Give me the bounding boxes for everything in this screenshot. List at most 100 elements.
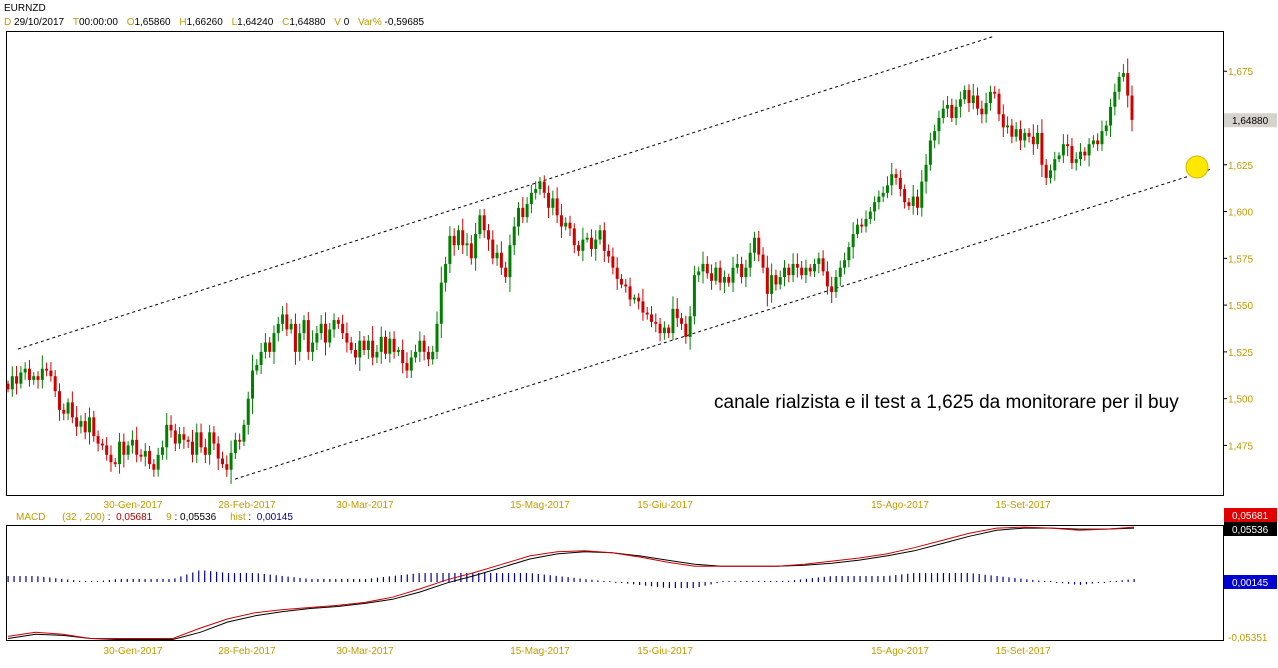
candle bbox=[379, 326, 383, 364]
candle bbox=[439, 266, 443, 339]
candle-body bbox=[954, 106, 958, 118]
candle bbox=[851, 222, 855, 259]
histogram-bar bbox=[1056, 582, 1058, 583]
histogram-bar bbox=[305, 578, 307, 582]
candle-body bbox=[435, 323, 439, 352]
candle-body bbox=[675, 308, 679, 319]
candle bbox=[675, 298, 679, 327]
candle bbox=[1040, 119, 1044, 177]
histogram-bar bbox=[621, 582, 623, 584]
histogram-bar bbox=[144, 579, 146, 582]
candle-body bbox=[259, 351, 263, 365]
candle bbox=[813, 258, 817, 277]
candle-body bbox=[1100, 131, 1104, 145]
candle bbox=[289, 319, 293, 334]
candle-body bbox=[49, 370, 53, 377]
candle-body bbox=[967, 89, 971, 104]
candle-body bbox=[877, 196, 881, 203]
candle bbox=[66, 398, 70, 421]
histogram-bar bbox=[364, 578, 367, 582]
candle-body bbox=[787, 267, 791, 276]
candle bbox=[135, 426, 139, 463]
candle bbox=[632, 294, 636, 304]
candle bbox=[349, 336, 353, 354]
candle-body bbox=[358, 340, 362, 358]
candle bbox=[551, 190, 555, 216]
histogram-bar bbox=[400, 575, 402, 582]
candle-body bbox=[323, 323, 327, 343]
candle bbox=[1023, 128, 1027, 148]
macd-value-box bbox=[1224, 508, 1277, 522]
candle bbox=[619, 274, 623, 289]
candle bbox=[967, 84, 971, 113]
y-tick-label: 1,625 bbox=[1228, 161, 1253, 172]
candle-body bbox=[924, 164, 928, 182]
candle-body bbox=[36, 376, 40, 380]
candle-body bbox=[710, 273, 714, 281]
candle bbox=[23, 362, 27, 380]
candle-body bbox=[126, 445, 130, 455]
candle bbox=[838, 260, 842, 286]
histogram-bar bbox=[698, 582, 700, 588]
candle-body bbox=[160, 447, 164, 455]
histogram-bar bbox=[55, 578, 57, 582]
histogram-bar bbox=[513, 573, 516, 582]
histogram-bar bbox=[317, 579, 319, 582]
candle-body bbox=[933, 131, 937, 141]
candle-body bbox=[1096, 140, 1100, 145]
candle-body bbox=[504, 267, 508, 278]
candle-body bbox=[517, 207, 521, 227]
histogram-bar bbox=[996, 576, 998, 582]
candle-body bbox=[1079, 151, 1083, 160]
candle bbox=[783, 260, 787, 287]
candle bbox=[83, 412, 87, 440]
candle-body bbox=[173, 430, 177, 444]
candle-body bbox=[1087, 144, 1091, 156]
candle bbox=[1066, 134, 1070, 157]
histogram-bar bbox=[210, 571, 212, 582]
x-tick-label: 15-Mag-2017 bbox=[510, 500, 570, 511]
time-value: 00:00:00 bbox=[78, 17, 118, 28]
y-tick-label: 1,575 bbox=[1228, 254, 1253, 265]
candle-body bbox=[800, 267, 804, 276]
candle bbox=[105, 437, 109, 461]
histogram-bar bbox=[871, 576, 873, 582]
candle-body bbox=[735, 263, 739, 268]
candle bbox=[637, 293, 641, 310]
candle bbox=[100, 438, 104, 451]
candle bbox=[79, 415, 83, 434]
candle bbox=[225, 455, 229, 477]
histogram-bar bbox=[448, 573, 450, 582]
histogram-bar bbox=[722, 581, 724, 582]
candle-body bbox=[345, 333, 349, 343]
y-tick-label: 1,675 bbox=[1228, 67, 1253, 78]
histogram-bar bbox=[1062, 582, 1064, 584]
candle bbox=[594, 230, 598, 261]
candle-body bbox=[422, 340, 426, 352]
histogram-bar bbox=[865, 576, 867, 582]
candle-body bbox=[332, 320, 336, 330]
candle-body bbox=[598, 230, 602, 240]
candle-body bbox=[993, 91, 997, 94]
candle-body bbox=[650, 314, 654, 322]
histogram-bar bbox=[633, 582, 635, 585]
histogram-bar bbox=[180, 576, 182, 582]
candle bbox=[529, 184, 533, 214]
candle-body bbox=[465, 243, 469, 246]
candle bbox=[825, 261, 829, 295]
candle-body bbox=[178, 434, 182, 444]
candle-body bbox=[45, 368, 49, 371]
candle bbox=[165, 413, 169, 460]
histogram-bar bbox=[49, 577, 51, 582]
candle-body bbox=[795, 263, 799, 268]
candle-body bbox=[229, 452, 233, 470]
candle bbox=[208, 425, 212, 465]
candle-body bbox=[555, 198, 559, 216]
candle bbox=[311, 330, 315, 362]
var-key: Var% bbox=[358, 17, 382, 28]
y-tick-label: 1,500 bbox=[1228, 395, 1253, 406]
candle-body bbox=[1057, 155, 1061, 160]
candle bbox=[671, 296, 675, 340]
histogram-bar bbox=[73, 580, 75, 582]
